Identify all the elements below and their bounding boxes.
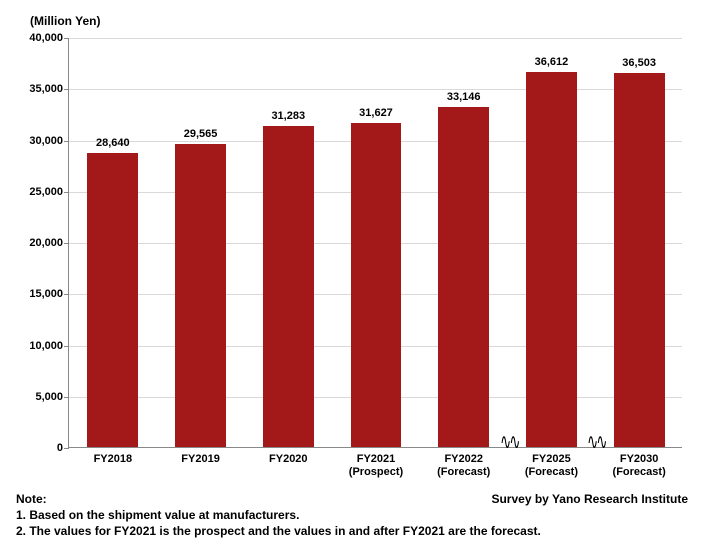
bar-value-label: 36,503 — [622, 57, 656, 73]
gridline — [69, 89, 682, 90]
axis-break-icon: ∿∿ — [500, 429, 519, 455]
ytick-label: 0 — [57, 442, 69, 454]
axis-break-icon: ∿∿ — [587, 429, 606, 455]
footnote-heading: Note: — [16, 492, 47, 506]
xtick-label: FY2018 — [94, 447, 133, 466]
ytick-label: 40,000 — [29, 32, 69, 44]
xtick-label: FY2025 (Forecast) — [525, 447, 578, 479]
xtick-label: FY2020 — [269, 447, 308, 466]
xtick-label: FY2022 (Forecast) — [437, 447, 490, 479]
footnote-line-1: 1. Based on the shipment value at manufa… — [16, 508, 299, 522]
bar: 36,612 — [526, 72, 577, 447]
xtick-label: FY2019 — [181, 447, 220, 466]
xtick-label: FY2021 (Prospect) — [349, 447, 403, 479]
bar-value-label: 31,283 — [271, 110, 305, 126]
xtick-label: FY2030 (Forecast) — [613, 447, 666, 479]
gridline — [69, 38, 682, 39]
bar-value-label: 29,565 — [184, 128, 218, 144]
ytick-label: 20,000 — [29, 237, 69, 249]
ytick-label: 15,000 — [29, 288, 69, 300]
bar: 31,627 — [351, 123, 402, 447]
ytick-label: 5,000 — [35, 391, 69, 403]
bar: 28,640 — [87, 153, 138, 447]
bar-value-label: 33,146 — [447, 91, 481, 107]
ytick-label: 30,000 — [29, 135, 69, 147]
y-axis-unit-label: (Million Yen) — [30, 14, 100, 28]
plot-area: 05,00010,00015,00020,00025,00030,00035,0… — [68, 38, 682, 448]
ytick-label: 10,000 — [29, 340, 69, 352]
bar: 31,283 — [263, 126, 314, 447]
survey-credit: Survey by Yano Research Institute — [491, 492, 688, 506]
footnote-line-2: 2. The values for FY2021 is the prospect… — [16, 524, 541, 538]
bar: 29,565 — [175, 144, 226, 447]
bar-value-label: 36,612 — [535, 56, 569, 72]
bar-value-label: 28,640 — [96, 137, 130, 153]
bar: 36,503 — [614, 73, 665, 447]
chart-container: (Million Yen) 05,00010,00015,00020,00025… — [0, 0, 706, 549]
bar-value-label: 31,627 — [359, 107, 393, 123]
ytick-label: 25,000 — [29, 186, 69, 198]
ytick-label: 35,000 — [29, 83, 69, 95]
bar: 33,146 — [438, 107, 489, 447]
